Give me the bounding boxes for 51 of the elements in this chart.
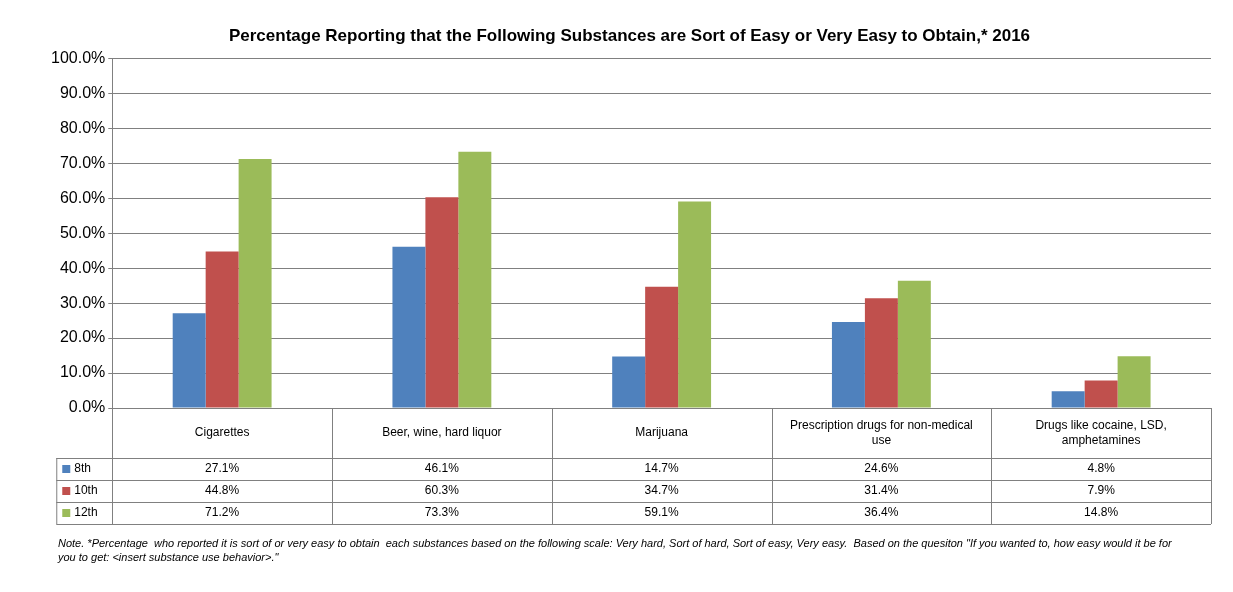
y-tick-label: 100.0% — [51, 48, 106, 66]
bar — [678, 201, 712, 408]
legend-label: 8th — [74, 461, 91, 476]
x-tick-label: Marijuana — [635, 425, 689, 440]
y-tick-label: 20.0% — [59, 328, 106, 346]
x-tick-label: Cigarettes — [194, 425, 250, 440]
data-label: 27.1% — [205, 461, 240, 476]
data-label: 14.8% — [1084, 505, 1119, 520]
bar — [645, 286, 679, 408]
data-label: 59.1% — [644, 505, 679, 520]
y-tick-label: 50.0% — [59, 223, 106, 241]
y-tick-label: 60.0% — [59, 188, 106, 206]
data-label: 34.7% — [644, 483, 679, 498]
bar — [612, 356, 646, 408]
bar — [831, 322, 865, 408]
bar — [864, 298, 898, 408]
text: Note. *Percentage who reported it is sort of or very easy to obtain each substances based on the following scale: Very hard, Sort of hard, Sort of easy, Very easy. Based on the quesiton "If you wanted to, how easy would it be for you to get: <insert substance use behavior>." — [57, 536, 1174, 563]
data-label: 60.3% — [424, 483, 460, 498]
y-tick-label: 90.0% — [59, 83, 106, 101]
x-tick-label: Drugs like cocaine, LSD, amphetamines — [1035, 417, 1167, 447]
y-tick-label: 10.0% — [59, 363, 106, 381]
data-label: 31.4% — [864, 483, 899, 498]
data-label: 14.7% — [644, 461, 679, 476]
bar — [1117, 356, 1151, 408]
bar — [205, 251, 239, 408]
data-label: 36.4% — [864, 505, 899, 520]
y-tick-label: 40.0% — [59, 258, 106, 276]
bar — [897, 280, 931, 408]
y-tick-label: 80.0% — [59, 118, 106, 136]
data-label: 24.6% — [864, 461, 899, 476]
bar — [392, 246, 426, 408]
y-tick-label: 70.0% — [59, 153, 106, 171]
chart-title: Percentage Reporting that the Following Substances are Sort of Easy or Very Easy to Obtain,* 2016 — [228, 25, 1031, 45]
data-label: 73.3% — [424, 505, 460, 520]
data-label: 46.1% — [424, 461, 460, 476]
data-label: 71.2% — [205, 505, 240, 520]
bar — [458, 151, 492, 408]
data-label: 7.9% — [1087, 483, 1116, 498]
x-tick-label: Beer, wine, hard liquor — [382, 425, 502, 440]
y-tick-label: 0.0% — [68, 398, 106, 416]
x-tick-label: Prescription drugs for non-medical use — [790, 417, 973, 447]
bar — [172, 313, 206, 408]
bar — [238, 159, 272, 408]
data-label: 4.8% — [1087, 461, 1116, 476]
bar — [425, 197, 459, 408]
legend-label: 12th — [74, 505, 98, 520]
legend-label: 10th — [74, 483, 98, 498]
bar — [1084, 380, 1118, 408]
data-label: 44.8% — [205, 483, 240, 498]
y-tick-label: 30.0% — [59, 293, 106, 311]
bar — [1051, 391, 1085, 408]
